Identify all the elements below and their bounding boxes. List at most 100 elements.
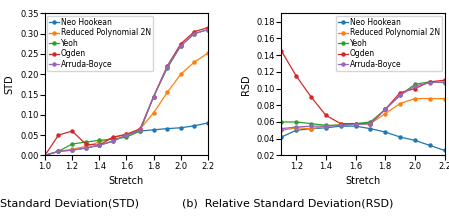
Reduced Polynomial 2N	[205, 52, 211, 54]
Reduced Polynomial 2N	[97, 141, 102, 143]
Ogden	[164, 65, 170, 67]
Arruda-Boyce	[178, 44, 184, 47]
Yeoh	[353, 122, 358, 125]
Yeoh	[264, 125, 269, 127]
Ogden	[442, 79, 447, 81]
Ogden	[412, 87, 418, 90]
Yeoh	[279, 121, 284, 123]
Ogden	[264, 133, 269, 136]
Yeoh	[70, 143, 75, 145]
Reduced Polynomial 2N	[151, 111, 156, 114]
Arruda-Boyce	[137, 129, 143, 132]
Reduced Polynomial 2N	[308, 127, 314, 130]
Arruda-Boyce	[338, 124, 343, 127]
Neo Hookean	[353, 125, 358, 127]
Arruda-Boyce	[279, 127, 284, 130]
Reduced Polynomial 2N	[164, 91, 170, 94]
Yeoh	[178, 44, 184, 47]
Ogden	[124, 133, 129, 136]
Ogden	[205, 26, 211, 29]
Neo Hookean	[124, 134, 129, 137]
Line: Ogden: Ogden	[44, 26, 210, 157]
Neo Hookean	[308, 127, 314, 130]
Yeoh	[205, 28, 211, 31]
Reduced Polynomial 2N	[368, 122, 373, 125]
Arruda-Boyce	[110, 140, 115, 143]
Yeoh	[42, 154, 48, 157]
Arruda-Boyce	[70, 149, 75, 151]
Ogden	[110, 136, 115, 139]
Neo Hookean	[368, 127, 373, 130]
Arruda-Boyce	[368, 122, 373, 125]
Neo Hookean	[397, 136, 403, 138]
Ogden	[427, 81, 432, 83]
Reduced Polynomial 2N	[353, 122, 358, 125]
Neo Hookean	[83, 147, 88, 149]
Neo Hookean	[56, 150, 61, 153]
Neo Hookean	[97, 144, 102, 147]
Yeoh	[308, 122, 314, 125]
Reduced Polynomial 2N	[427, 97, 432, 100]
Arruda-Boyce	[97, 144, 102, 147]
Reduced Polynomial 2N	[110, 137, 115, 139]
Reduced Polynomial 2N	[294, 127, 299, 129]
Reduced Polynomial 2N	[192, 61, 197, 63]
Arruda-Boyce	[56, 150, 61, 153]
Neo Hookean	[323, 127, 329, 129]
Yeoh	[442, 81, 447, 84]
Text: Standard Deviation(STD): Standard Deviation(STD)	[0, 199, 139, 209]
Arruda-Boyce	[412, 85, 418, 87]
Arruda-Boyce	[264, 129, 269, 132]
Ogden	[70, 130, 75, 132]
Arruda-Boyce	[294, 126, 299, 128]
Reduced Polynomial 2N	[442, 97, 447, 100]
Arruda-Boyce	[151, 95, 156, 98]
Arruda-Boyce	[383, 108, 388, 111]
X-axis label: Stretch: Stretch	[109, 176, 144, 186]
Reduced Polynomial 2N	[56, 150, 61, 153]
Ogden	[397, 91, 403, 94]
Reduced Polynomial 2N	[178, 73, 184, 75]
Yeoh	[83, 141, 88, 143]
Neo Hookean	[338, 125, 343, 127]
Arruda-Boyce	[205, 28, 211, 31]
Yeoh	[151, 95, 156, 98]
Arruda-Boyce	[323, 125, 329, 127]
Yeoh	[338, 124, 343, 127]
Reduced Polynomial 2N	[412, 97, 418, 100]
Neo Hookean	[427, 144, 432, 147]
Arruda-Boyce	[83, 147, 88, 149]
Y-axis label: STD: STD	[4, 75, 15, 94]
Reduced Polynomial 2N	[279, 129, 284, 132]
Ogden	[338, 122, 343, 125]
Arruda-Boyce	[164, 65, 170, 68]
Reduced Polynomial 2N	[83, 145, 88, 148]
Neo Hookean	[294, 129, 299, 132]
Yeoh	[323, 124, 329, 127]
X-axis label: Stretch: Stretch	[345, 176, 381, 186]
Line: Arruda-Boyce: Arruda-Boyce	[44, 28, 210, 157]
Arruda-Boyce	[397, 94, 403, 97]
Line: Yeoh: Yeoh	[44, 28, 210, 157]
Reduced Polynomial 2N	[264, 133, 269, 136]
Arruda-Boyce	[192, 32, 197, 35]
Neo Hookean	[192, 125, 197, 127]
Arruda-Boyce	[308, 125, 314, 127]
Line: Yeoh: Yeoh	[265, 80, 446, 128]
Y-axis label: RSD: RSD	[241, 74, 251, 95]
Neo Hookean	[383, 131, 388, 133]
Ogden	[97, 144, 102, 147]
Yeoh	[397, 94, 403, 97]
Ogden	[192, 30, 197, 33]
Reduced Polynomial 2N	[383, 112, 388, 115]
Arruda-Boyce	[353, 123, 358, 126]
Line: Reduced Polynomial 2N: Reduced Polynomial 2N	[265, 97, 446, 136]
Text: (b)  Relative Standard Deviation(RSD): (b) Relative Standard Deviation(RSD)	[182, 199, 393, 209]
Line: Reduced Polynomial 2N: Reduced Polynomial 2N	[44, 52, 210, 157]
Yeoh	[124, 136, 129, 139]
Yeoh	[412, 83, 418, 86]
Ogden	[383, 108, 388, 111]
Reduced Polynomial 2N	[70, 148, 75, 151]
Yeoh	[164, 67, 170, 69]
Ogden	[353, 122, 358, 125]
